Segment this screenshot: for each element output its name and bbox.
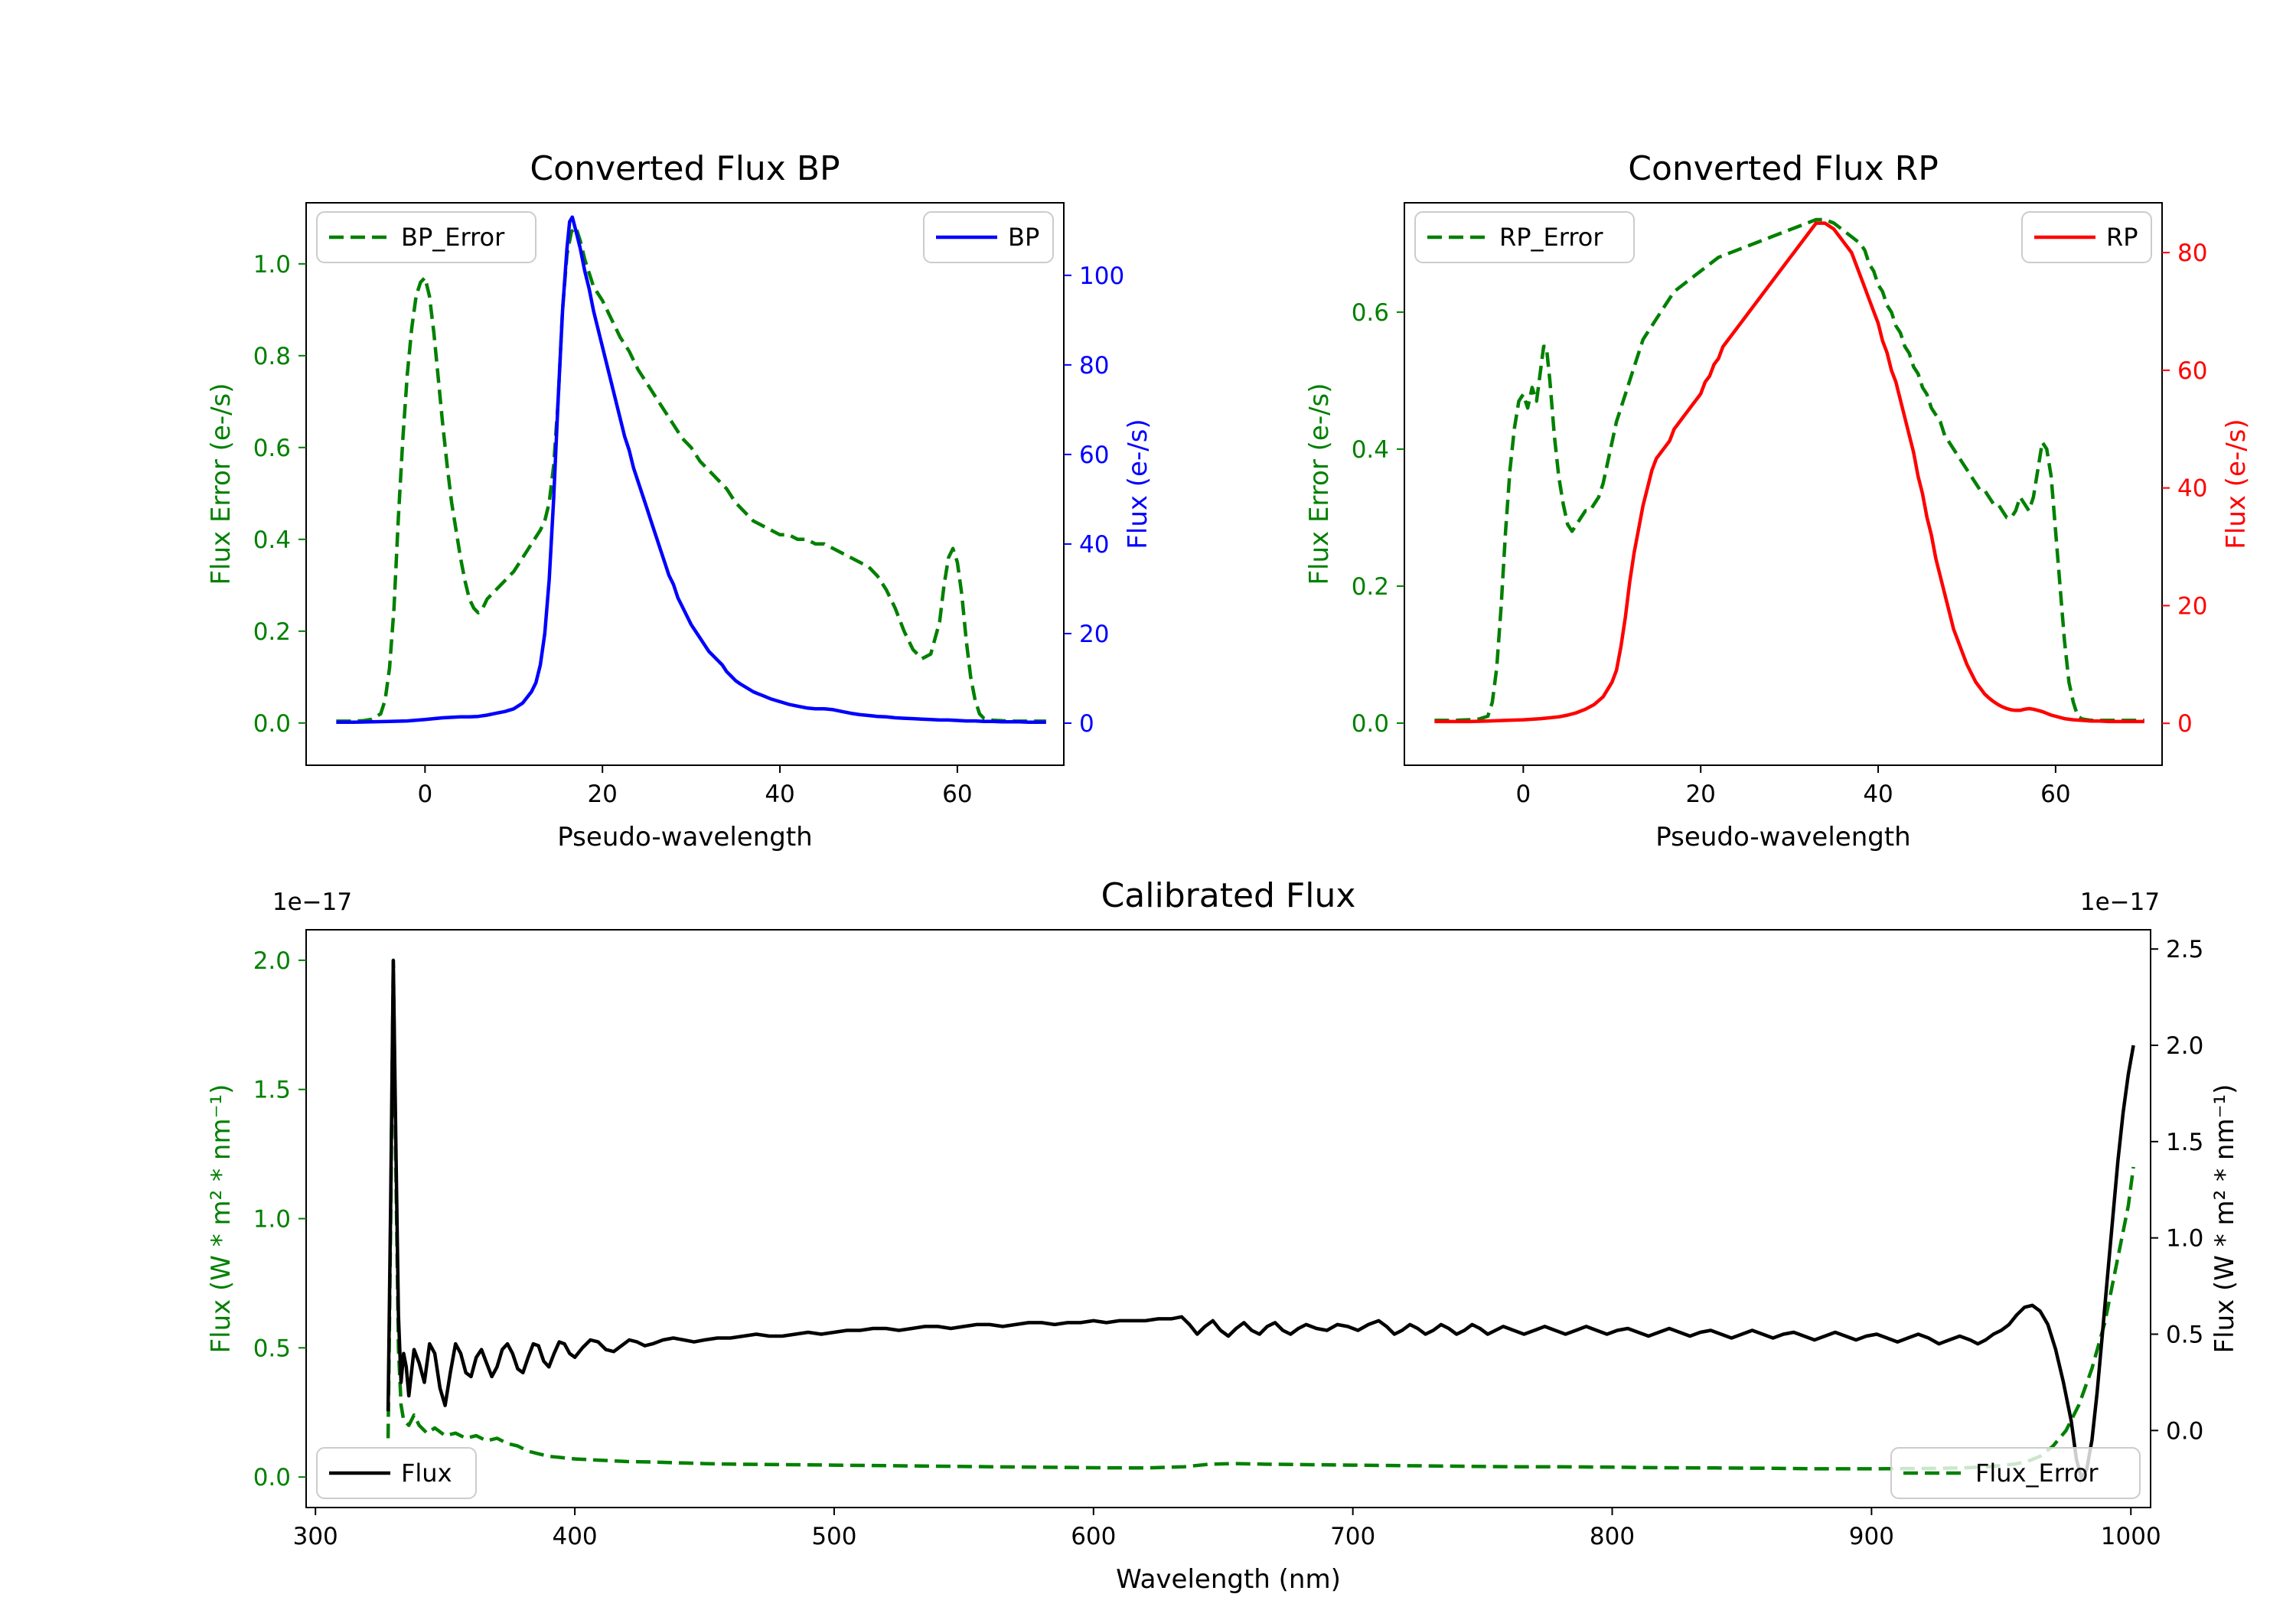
x-tick-label: 900: [1849, 1523, 1894, 1550]
x-tick-label: 60: [2040, 781, 2070, 808]
right-tick-label: 0.5: [2166, 1322, 2203, 1349]
x-tick-label: 20: [587, 781, 617, 808]
legend-label: RP_Error: [1499, 223, 1603, 252]
legend-box: [1890, 1447, 2141, 1499]
right-tick-label: 1.0: [2166, 1225, 2203, 1253]
legend-label: BP: [1008, 223, 1039, 252]
right-tick-label: 40: [1079, 531, 1109, 559]
legend-box: [316, 1447, 477, 1499]
left-tick-label: 1.0: [253, 1206, 291, 1234]
left-tick-label: 0.4: [1352, 436, 1389, 464]
legend-label: Flux: [401, 1459, 452, 1488]
legend-box: [316, 211, 536, 263]
right-tick-label: 0: [1079, 710, 1094, 738]
chart-calibrated-flux: 300 400 500 600 700 800 900 1000 0.0 0.5 1.0 1.5 2.0…: [206, 876, 2240, 1595]
left-tick-label: 0.0: [1352, 710, 1389, 738]
x-axis-label: Wavelength (nm): [1116, 1564, 1341, 1595]
x-tick-label: 500: [811, 1523, 856, 1550]
x-tick-label: 0: [1515, 781, 1531, 808]
x-tick-label: 0: [417, 781, 432, 808]
x-axis-label: Pseudo-wavelength: [1655, 822, 1910, 852]
left-tick-label: 2.0: [253, 947, 291, 975]
axes-spines: [305, 929, 2151, 1508]
series-flux: [386, 959, 2135, 1481]
legend-label: RP: [2106, 223, 2138, 252]
series-bp: [336, 215, 1046, 725]
left-offset-text: 1e−17: [272, 888, 352, 916]
axes-spines: [305, 202, 1065, 766]
right-axis-label: Flux (e-/s): [1123, 419, 1153, 549]
x-tick-label: 700: [1330, 1523, 1375, 1550]
right-axis-label: Flux (e-/s): [2221, 419, 2252, 549]
right-tick-label: 0: [2177, 710, 2193, 738]
right-axis-label: Flux (W * m² * nm⁻¹): [2210, 1084, 2240, 1354]
left-tick-label: 1.5: [253, 1077, 291, 1104]
legend-label: Flux_Error: [1975, 1459, 2099, 1488]
left-tick-label: 1.0: [253, 251, 291, 279]
legend-bp-error: BP_Error: [316, 211, 536, 263]
chart-title: Converted Flux RP: [1628, 149, 1939, 188]
left-tick-label: 0.8: [253, 343, 291, 370]
left-tick-label: 0.2: [1352, 573, 1389, 601]
series-rp-error: [1434, 217, 2144, 722]
x-tick-label: 800: [1590, 1523, 1635, 1550]
right-tick-label: 20: [1079, 621, 1109, 648]
left-axis-label: Flux Error (e-/s): [206, 383, 236, 585]
left-tick-label: 0.0: [253, 1464, 291, 1491]
right-tick-label: 2.5: [2166, 936, 2203, 963]
series-flux-error: [386, 958, 2135, 1471]
x-tick-label: 300: [293, 1523, 338, 1550]
right-tick-label: 60: [1079, 442, 1109, 469]
x-tick-label: 400: [552, 1523, 597, 1550]
chart-title: Converted Flux BP: [530, 149, 840, 188]
legend-rp-error: RP_Error: [1414, 211, 1635, 263]
left-tick-label: 0.2: [253, 618, 291, 646]
legend-rp: RP: [2021, 211, 2152, 263]
legend-box: [1414, 211, 1635, 263]
right-tick-label: 40: [2177, 475, 2207, 503]
left-tick-label: 0.5: [253, 1335, 291, 1362]
chart-converted-flux-bp: 0 20 40 60 0.0 0.2 0.4 0.6 0.8 1.0 0 20 40 60 80 100 Pse…: [206, 149, 1153, 852]
legend-bp: BP: [923, 211, 1054, 263]
left-tick-label: 0.6: [1352, 299, 1389, 327]
right-tick-label: 20: [2177, 592, 2207, 620]
right-tick-label: 80: [1079, 352, 1109, 380]
series-rp: [1434, 221, 2144, 724]
x-axis-label: Pseudo-wavelength: [557, 822, 812, 852]
left-tick-label: 0.4: [253, 526, 291, 554]
left-tick-label: 0.6: [253, 435, 291, 462]
left-axis-label: Flux Error (e-/s): [1304, 383, 1335, 585]
x-tick-label: 60: [942, 781, 972, 808]
legend-flux: Flux: [316, 1447, 477, 1499]
chart-converted-flux-rp: 0 20 40 60 0.0 0.2 0.4 0.6 0 20 40 60 80 Pseudo-wavel…: [1304, 149, 2252, 852]
right-tick-label: 1.5: [2166, 1129, 2203, 1156]
right-tick-label: 2.0: [2166, 1032, 2203, 1060]
right-tick-label: 80: [2177, 240, 2207, 267]
right-tick-label: 100: [1079, 262, 1124, 290]
legend-flux-error: Flux_Error: [1890, 1447, 2141, 1499]
right-tick-label: 0.0: [2166, 1417, 2203, 1445]
x-tick-label: 40: [1863, 781, 1893, 808]
right-offset-text: 1e−17: [2080, 888, 2160, 916]
axes-spines: [1404, 202, 2163, 766]
x-tick-label: 600: [1071, 1523, 1116, 1550]
x-tick-label: 1000: [2101, 1523, 2161, 1550]
left-axis-label: Flux (W * m² * nm⁻¹): [206, 1084, 236, 1354]
series-bp-error: [336, 225, 1046, 723]
chart-title: Calibrated Flux: [1101, 876, 1356, 915]
left-tick-label: 0.0: [253, 710, 291, 738]
legend-label: BP_Error: [401, 223, 505, 252]
right-tick-label: 60: [2177, 357, 2207, 385]
x-tick-label: 20: [1685, 781, 1715, 808]
x-tick-label: 40: [765, 781, 794, 808]
